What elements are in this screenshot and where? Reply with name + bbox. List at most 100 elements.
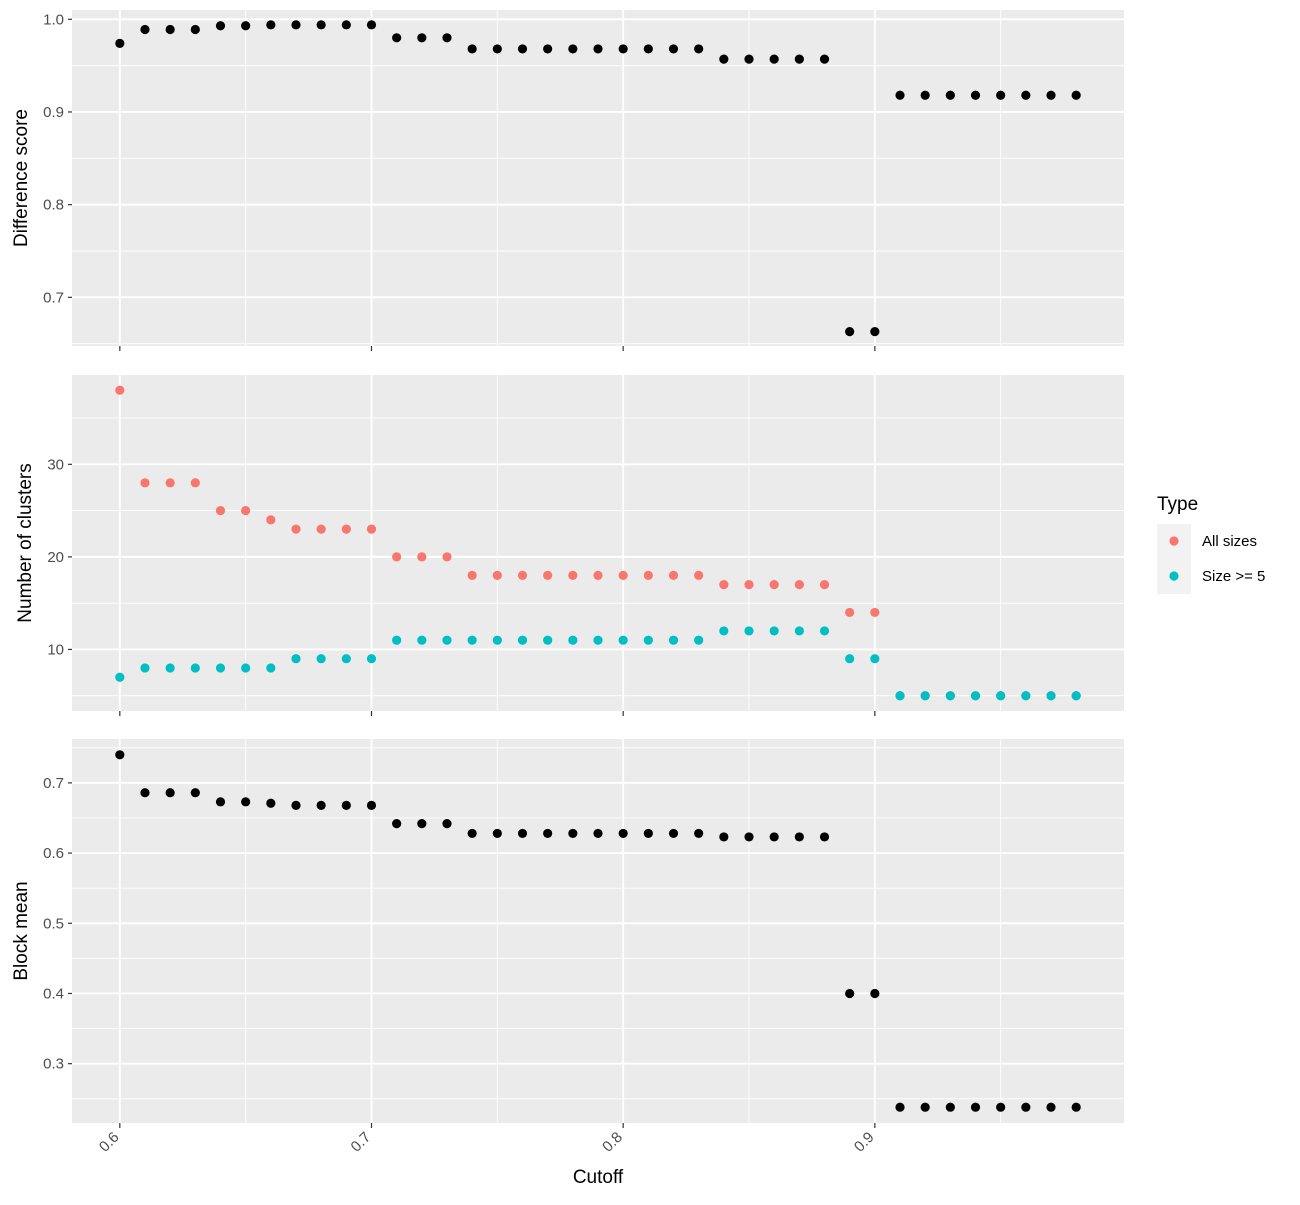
data-point: [920, 691, 930, 701]
data-point: [870, 607, 880, 618]
data-point: [719, 580, 729, 590]
data-point: [794, 580, 804, 590]
data-point: [392, 635, 402, 645]
data-point: [392, 818, 402, 829]
data-point: [618, 570, 628, 580]
data-point: [719, 832, 729, 842]
data-point: [215, 506, 226, 516]
legend-label: All sizes: [1202, 533, 1257, 550]
data-point: [618, 635, 628, 645]
data-point: [1046, 90, 1056, 100]
legend-title: Type: [1157, 494, 1198, 515]
data-point: [920, 1102, 930, 1112]
data-point: [291, 800, 301, 810]
data-point: [945, 691, 955, 701]
data-point: [744, 580, 754, 590]
data-point: [794, 54, 804, 64]
data-point: [568, 44, 578, 54]
y-tick-label: 0.7: [43, 775, 64, 792]
data-point: [442, 818, 452, 829]
x-tick-label: 0.7: [348, 1129, 375, 1156]
data-point: [794, 626, 804, 636]
data-point: [593, 635, 603, 645]
data-point: [668, 570, 679, 580]
data-point: [341, 800, 351, 810]
panel-1: 0.7 0.8 0.9 1.0 Difference score: [11, 10, 1124, 351]
data-point: [593, 828, 603, 839]
data-point: [165, 663, 175, 673]
data-point: [819, 832, 830, 842]
data-point: [140, 788, 150, 798]
data-point: [845, 327, 855, 337]
data-point: [694, 635, 704, 645]
data-point: [392, 33, 402, 43]
data-point: [241, 506, 251, 516]
y-tick-label: 0.4: [43, 985, 64, 1002]
x-tick-label: 0.8: [599, 1129, 626, 1156]
data-point: [970, 691, 981, 701]
panel-background: [72, 739, 1124, 1123]
data-point: [517, 828, 528, 839]
y-tick-label: 0.5: [43, 915, 64, 932]
data-point: [190, 788, 200, 798]
data-point: [366, 654, 377, 664]
data-point: [140, 24, 150, 35]
data-point: [190, 24, 200, 35]
panels-layer: 0.7 0.8 0.9 1.0 Difference score 10 20 30 Number…: [11, 10, 1124, 1156]
data-point: [341, 20, 351, 30]
data-point: [568, 635, 578, 645]
data-point: [417, 552, 427, 562]
data-point: [668, 44, 679, 54]
data-point: [115, 38, 125, 48]
data-point: [266, 663, 276, 673]
data-point: [492, 570, 502, 580]
data-point: [945, 90, 955, 100]
y-tick-label: 0.9: [43, 104, 64, 121]
data-point: [996, 1102, 1006, 1112]
y-axis-title: Number of clusters: [15, 463, 36, 622]
data-point: [618, 828, 628, 839]
data-point: [417, 635, 427, 645]
data-point: [165, 478, 175, 488]
data-point: [694, 44, 704, 54]
data-point: [266, 798, 276, 808]
data-point: [1021, 90, 1031, 100]
panel-background: [72, 375, 1124, 711]
y-tick-label: 0.6: [43, 845, 64, 862]
data-point: [643, 635, 653, 645]
data-point: [1046, 1102, 1056, 1112]
data-point: [241, 21, 251, 31]
legend-key: [1169, 536, 1179, 546]
legend-key-background: [1157, 524, 1191, 594]
data-point: [492, 828, 502, 839]
data-point: [1046, 691, 1056, 701]
data-point: [241, 797, 251, 807]
data-point: [593, 44, 603, 54]
x-axis-title: Cutoff: [573, 1167, 624, 1188]
y-tick-label: 20: [47, 549, 64, 566]
data-point: [467, 570, 477, 580]
data-point: [845, 607, 855, 618]
data-point: [870, 988, 880, 999]
data-point: [819, 626, 830, 636]
data-point: [643, 828, 653, 839]
data-point: [769, 54, 779, 64]
data-point: [115, 750, 125, 760]
data-point: [291, 524, 301, 534]
data-point: [769, 832, 779, 842]
data-point: [517, 635, 528, 645]
data-point: [316, 20, 326, 30]
panel-2: 10 20 30 Number of clusters: [15, 375, 1124, 716]
data-point: [845, 654, 855, 664]
data-point: [115, 672, 125, 682]
data-point: [140, 663, 150, 673]
data-point: [140, 478, 150, 488]
data-point: [215, 663, 226, 673]
data-point: [870, 327, 880, 337]
data-point: [643, 570, 653, 580]
data-point: [115, 385, 125, 395]
data-point: [1071, 1102, 1081, 1112]
data-point: [996, 691, 1006, 701]
data-point: [543, 828, 553, 839]
